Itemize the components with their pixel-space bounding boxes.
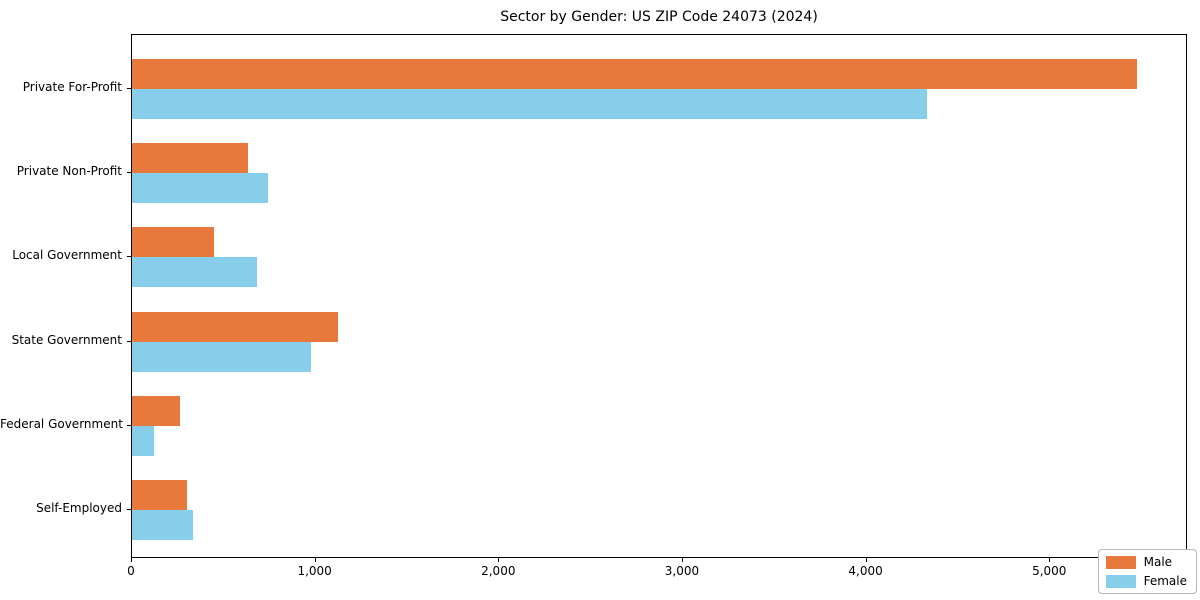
bar-female-federal-government	[132, 425, 154, 456]
bar-male-state-government	[132, 311, 338, 342]
x-tick-mark	[131, 558, 132, 562]
y-tick-mark	[127, 509, 131, 510]
bar-male-local-government	[132, 227, 214, 258]
y-tick-mark	[127, 88, 131, 89]
y-tick-label: Self-Employed	[36, 501, 122, 515]
x-tick-mark	[1049, 558, 1051, 562]
male-color-swatch	[1105, 555, 1136, 569]
bar-female-self-employed	[132, 510, 193, 540]
bar-male-private-for-profit	[132, 59, 1137, 89]
x-tick-label: 4,000	[848, 564, 883, 578]
y-tick-mark	[127, 340, 131, 342]
female-color-swatch	[1105, 574, 1136, 588]
plot-area	[131, 34, 1187, 558]
legend-label-female: Female	[1143, 574, 1187, 588]
bar-male-federal-government	[132, 395, 180, 426]
x-tick-mark	[498, 558, 500, 562]
x-tick-mark	[681, 558, 683, 562]
legend: Male Female	[1097, 549, 1197, 594]
x-tick-label: 1,000	[297, 564, 332, 578]
bar-male-self-employed	[132, 480, 187, 510]
bar-female-local-government	[132, 257, 257, 288]
chart-title: Sector by Gender: US ZIP Code 24073 (202…	[500, 9, 818, 25]
x-tick-mark	[865, 558, 867, 562]
legend-item-female: Female	[1105, 574, 1187, 588]
bar-female-private-non-profit	[132, 173, 268, 204]
y-tick-label: State Government	[11, 332, 122, 347]
y-tick-label: Local Government	[12, 248, 122, 263]
legend-label-male: Male	[1143, 555, 1173, 569]
y-tick-label: Private Non-Profit	[16, 164, 122, 179]
y-tick-mark	[127, 172, 131, 174]
y-tick-label: Federal Government	[0, 416, 123, 431]
x-tick-label: 3,000	[664, 564, 700, 578]
x-tick-label: 5,000	[1032, 564, 1067, 578]
bar-male-private-non-profit	[132, 143, 248, 174]
bar-female-state-government	[132, 341, 311, 372]
x-tick-label: 0	[127, 564, 135, 578]
x-tick-mark	[314, 558, 316, 562]
y-tick-label: Private For-Profit	[22, 80, 122, 94]
bar-female-private-for-profit	[132, 89, 927, 119]
x-tick-label: 2,000	[481, 564, 516, 578]
y-tick-mark	[127, 424, 131, 426]
legend-item-male: Male	[1105, 555, 1187, 569]
y-tick-mark	[127, 256, 131, 258]
